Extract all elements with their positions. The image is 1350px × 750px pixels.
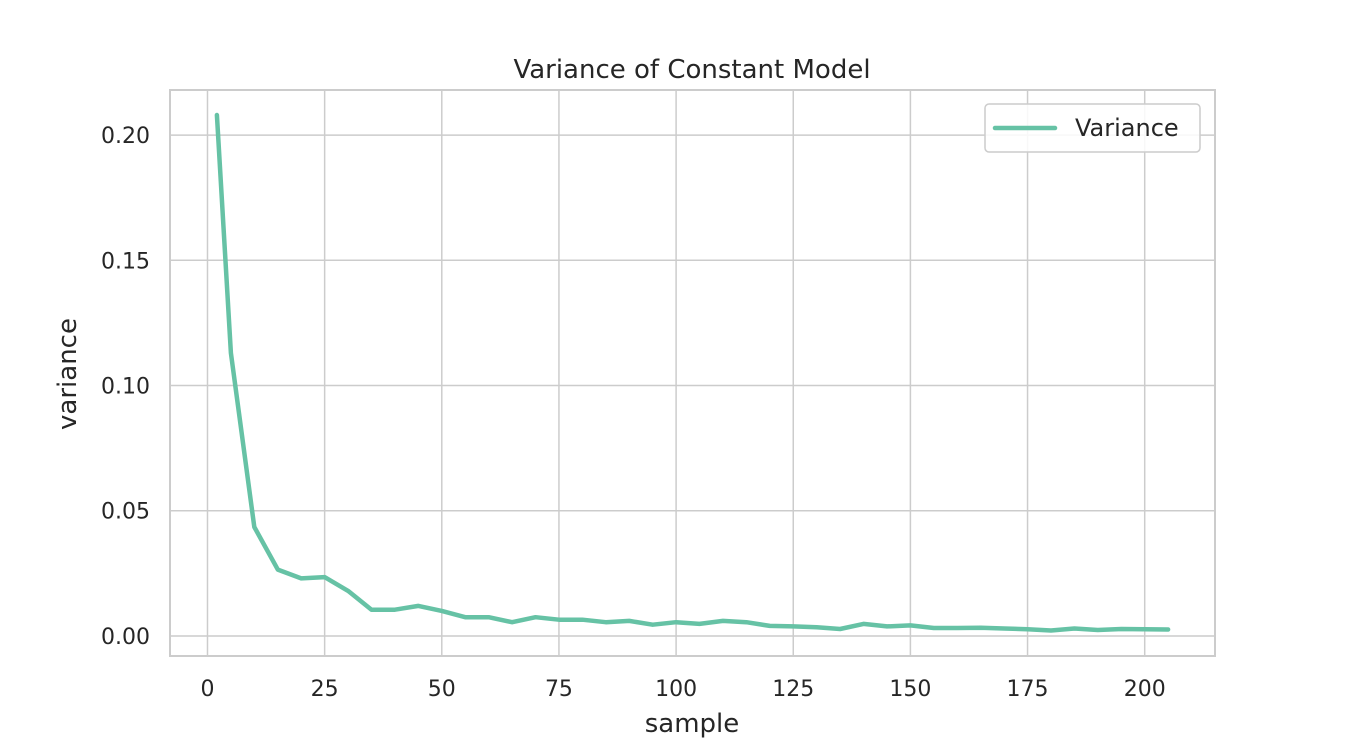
y-tick-label: 0.00: [101, 625, 150, 650]
x-tick-label: 175: [1007, 677, 1049, 702]
legend: Variance: [984, 103, 1201, 153]
chart-title: Variance of Constant Model: [513, 55, 870, 85]
x-tick-label: 0: [200, 677, 214, 702]
series-line-variance: [214, 112, 1171, 633]
x-tick-label: 75: [545, 677, 573, 702]
x-tick-label: 25: [311, 677, 339, 702]
y-axis-label: variance: [53, 318, 83, 430]
y-tick-label: 0.10: [101, 375, 150, 400]
x-tick-label: 100: [655, 677, 697, 702]
x-tick-label: 200: [1124, 677, 1166, 702]
x-axis-label: sample: [645, 709, 740, 739]
x-tick-label: 50: [428, 677, 456, 702]
y-tick-label: 0.15: [101, 249, 150, 274]
y-tick-label: 0.20: [101, 124, 150, 149]
grid: [170, 90, 1215, 656]
y-axis: 0.00 0.05 0.10 0.15 0.20: [101, 124, 150, 650]
legend-box: [984, 103, 1201, 153]
x-tick-label: 150: [889, 677, 931, 702]
legend-label: Variance: [1075, 114, 1179, 142]
y-tick-label: 0.05: [101, 500, 150, 525]
plot-frame: [169, 89, 1216, 657]
x-tick-label: 125: [772, 677, 814, 702]
series-layer: [214, 112, 1171, 633]
x-axis: 0 25 50 75 100 125 150 175 200: [200, 677, 1165, 702]
